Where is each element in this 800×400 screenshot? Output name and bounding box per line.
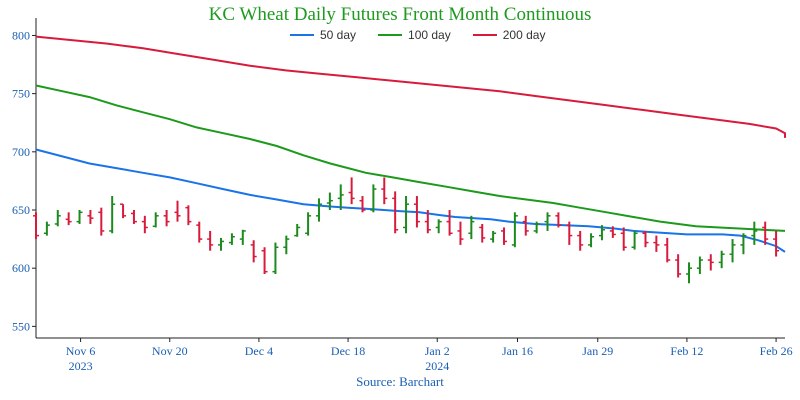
legend-item-50-day: 50 day <box>290 28 356 42</box>
y-tick-label-600: 600 <box>12 261 30 275</box>
x-tick-label-5: Jan 16 <box>502 344 533 358</box>
series-line-50-day <box>35 148 786 253</box>
legend-swatch-50-day <box>290 34 314 36</box>
legend-label-100-day: 100 day <box>408 28 451 42</box>
x-tick-label-0: Nov 6 <box>66 344 96 358</box>
y-tick-label-750: 750 <box>12 87 30 101</box>
x-tick-label-7: Feb 12 <box>670 344 703 358</box>
chart-title: KC Wheat Daily Futures Front Month Conti… <box>208 4 592 25</box>
x-tick-label-8: Feb 26 <box>760 344 793 358</box>
y-tick-label-800: 800 <box>12 28 30 42</box>
y-tick-label-550: 550 <box>12 319 30 333</box>
x-tick-sublabel-0: 2023 <box>69 359 93 373</box>
y-tick-label-700: 700 <box>12 145 30 159</box>
series-line-100-day <box>35 84 786 232</box>
legend-swatch-100-day <box>378 34 403 36</box>
legend-label-50-day: 50 day <box>320 28 357 42</box>
x-tick-sublabel-4: 2024 <box>425 359 449 373</box>
legend: 50 day 100 day 200 day <box>290 28 545 42</box>
legend-item-200-day: 200 day <box>472 28 546 42</box>
x-tick-label-1: Nov 20 <box>152 344 188 358</box>
x-tick-label-3: Dec 18 <box>331 344 365 358</box>
x-tick-label-4: Jan 2 <box>425 344 450 358</box>
x-tick-label-2: Dec 4 <box>245 344 273 358</box>
y-tick-label-650: 650 <box>12 203 30 217</box>
legend-label-200-day: 200 day <box>502 28 546 42</box>
source-note: Source: Barchart <box>356 374 444 389</box>
legend-swatch-200-day <box>472 34 497 36</box>
legend-item-100-day: 100 day <box>378 28 451 42</box>
series-line-200-day <box>35 35 786 138</box>
x-tick-label-6: Jan 29 <box>582 344 613 358</box>
